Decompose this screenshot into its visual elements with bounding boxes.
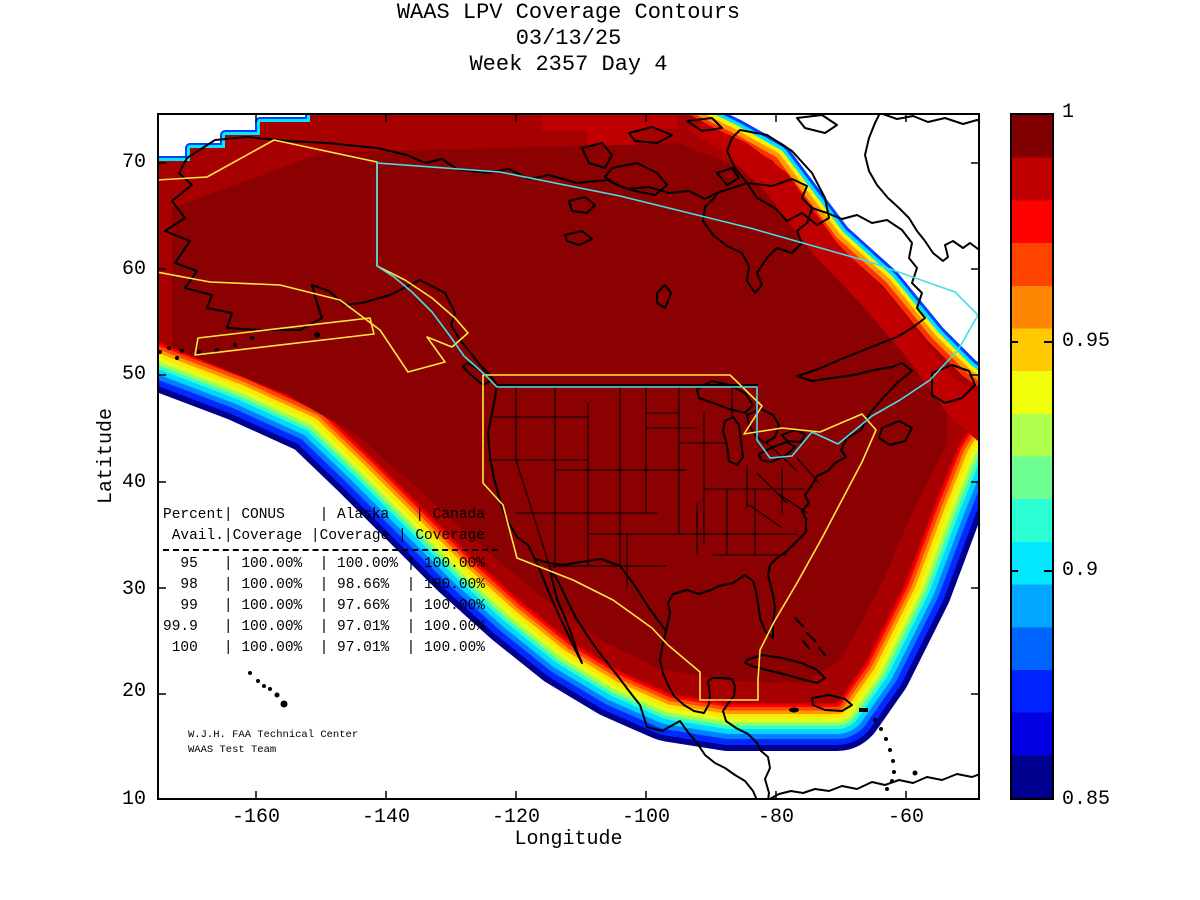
state-boundaries [488,385,820,589]
arctic-island-b [686,117,723,132]
colorbar-tick-label: 1 [1062,101,1075,124]
plot-date: 03/13/25 [515,26,622,51]
nova-scotia [878,420,913,446]
alaska-coastline [164,136,498,386]
coverage-bright-patch-top [542,113,677,145]
south-america-coast [767,773,980,800]
coverage-table: Percent| CONUS | Alaska | Canada Avail.|… [163,505,498,659]
table-header-row: Avail.|Coverage |Coverage | Coverage [163,528,485,544]
plot-title-block: WAAS LPV Coverage Contours 03/13/25 Week… [157,0,980,78]
credit-block: W.J.H. FAA Technical Center WAAS Test Te… [188,728,358,758]
canada-service-volume [376,162,979,459]
kodiak-island [314,332,320,338]
lake-superior [696,380,754,414]
y-tick-label: 30 [121,578,146,601]
lake-michigan [722,416,744,466]
y-tick-label: 60 [121,258,146,281]
victoria-island [604,162,668,196]
axis-ticks [157,113,980,800]
y-tick-label: 50 [121,363,146,386]
y-tick-label: 70 [121,151,146,174]
table-row: 95 | 100.00% | 100.00% | 100.00% [163,556,485,572]
coverage-bright-patch-ne [687,123,980,443]
x-axis-label: Longitude [514,828,623,851]
colorbar-tick [1044,341,1052,343]
colorbar-tick-label: 0.85 [1062,788,1111,811]
us-east-gulf-coast [665,429,862,639]
y-tick-label: 20 [121,680,146,703]
lesser-antilles [873,718,918,791]
us-mexico-border [534,558,667,632]
table-header-row: Percent| CONUS | Alaska | Canada [163,507,485,523]
baffin-island [726,129,830,226]
x-tick-label: -120 [491,806,540,829]
x-tick-label: -80 [757,806,794,829]
x-tick-label: -60 [887,806,924,829]
credit-line: WAAS Test Team [188,744,277,756]
plot-box-border [157,113,980,800]
devon-island [796,114,838,134]
lake-ontario [781,429,806,443]
x-tick-label: -160 [231,806,280,829]
southampton-island [716,167,740,186]
colorbar-tick [1010,341,1018,343]
arctic-island-a [628,126,673,144]
x-tick-label: -140 [361,806,410,829]
table-row: 99.9 | 100.00% | 97.01% | 100.00% [163,619,485,635]
table-row: 98 | 100.00% | 98.66% | 100.00% [163,577,485,593]
plot-week-day: Week 2357 Day 4 [469,52,668,77]
jamaica [789,707,799,713]
quebec-labrador-coast [796,207,926,431]
hispaniola [811,694,853,712]
service-volume-boundaries [157,139,877,701]
conus-service-volume [482,374,877,701]
hudson-bay [702,178,813,294]
x-tick-label: -100 [621,806,670,829]
y-axis-label: Latitude [95,408,118,505]
alaska-service-volume [157,139,469,373]
colorbar [1010,113,1054,800]
great-slave-lake [564,230,593,246]
plot-title: WAAS LPV Coverage Contours [396,0,741,25]
colorbar-tick [1044,570,1052,572]
banks-island [581,142,613,169]
hawaii-islands [248,671,288,708]
y-tick-label: 10 [121,788,146,811]
cuba [744,654,826,684]
table-row: 100 | 100.00% | 97.01% | 100.00% [163,640,485,656]
lake-huron [746,408,780,444]
arctic-coastline [376,147,718,200]
table-row: 99 | 100.00% | 97.66% | 100.00% [163,598,485,614]
coverage-map [157,113,980,800]
colorbar-tick-label: 0.95 [1062,330,1111,353]
bahamas-dashes [794,617,826,656]
greenland-coast [864,113,980,262]
coastlines [164,113,980,800]
aleutian-corridor [194,317,375,356]
puerto-rico [859,708,868,712]
lake-erie [758,441,796,463]
credit-line: W.J.H. FAA Technical Center [188,729,359,741]
coverage-region-core [172,143,947,683]
great-bear-lake [568,196,596,214]
colorbar-tick [1010,570,1018,572]
lake-winnipeg [656,284,672,309]
newfoundland [931,364,976,404]
y-tick-label: 40 [121,471,146,494]
mexico-gulf-coast [659,630,771,800]
table-separator [163,549,498,551]
colorbar-tick-label: 0.9 [1062,559,1099,582]
